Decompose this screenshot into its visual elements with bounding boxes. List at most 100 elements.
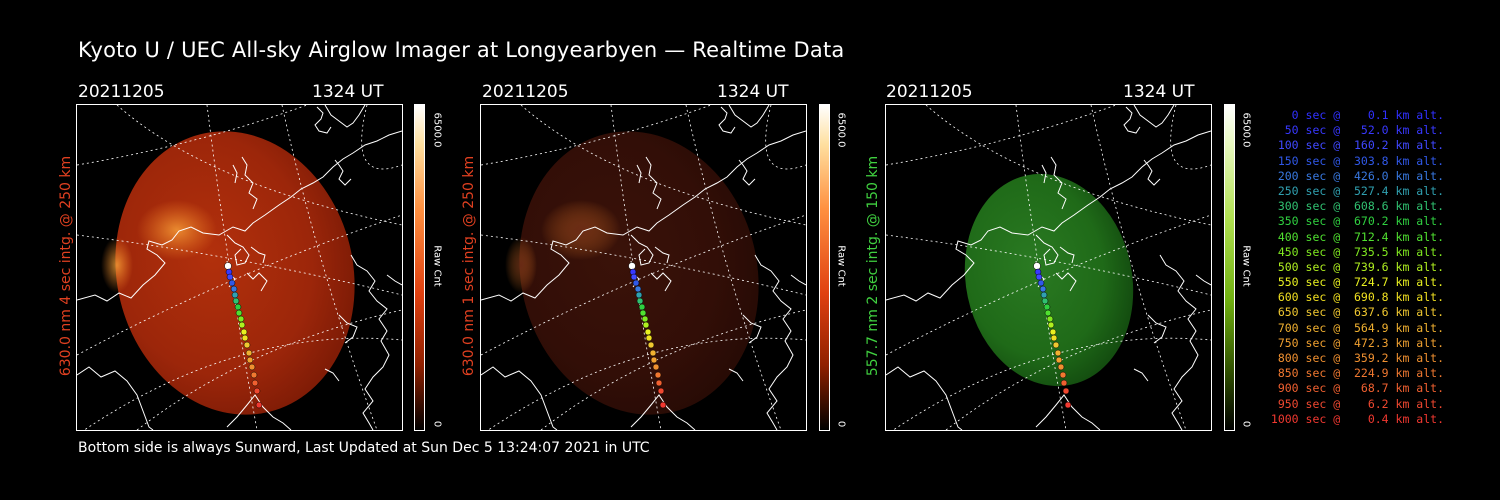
trajectory-point xyxy=(255,401,263,409)
coastline xyxy=(77,130,402,302)
legend-row: 700 sec @ 564.9 km alt. xyxy=(1270,320,1444,335)
trajectory-point xyxy=(657,387,665,395)
grid-line xyxy=(361,105,402,170)
coastline xyxy=(250,246,266,264)
legend-row: 850 sec @ 224.9 km alt. xyxy=(1270,366,1444,381)
grid-line xyxy=(765,105,806,170)
grid-line xyxy=(481,105,712,166)
aurora-glow xyxy=(505,237,537,293)
trajectory-point xyxy=(628,262,636,270)
trajectory-point xyxy=(639,309,647,317)
coastline xyxy=(886,366,963,430)
panel-1-colorbar-unit: Raw Cnt xyxy=(431,245,443,287)
trajectory-legend: 0 sec @ 0.1 km alt. 50 sec @ 52.0 km alt… xyxy=(1262,108,1444,427)
coastline xyxy=(1133,105,1175,128)
page-title: Kyoto U / UEC All-sky Airglow Imager at … xyxy=(78,38,845,62)
legend-row: 100 sec @ 160.2 km alt. xyxy=(1270,138,1444,153)
trajectory-point xyxy=(1040,291,1048,299)
coastline xyxy=(77,366,154,430)
trajectory-point xyxy=(251,379,259,387)
coastline xyxy=(790,274,806,286)
panel-2-time: 1324 UT xyxy=(717,82,789,102)
trajectory-point xyxy=(636,297,644,305)
trajectory-point xyxy=(642,321,650,329)
trajectory-point xyxy=(1044,309,1052,317)
sky-image-field xyxy=(964,173,1134,387)
coastline xyxy=(645,156,662,210)
trajectory-point xyxy=(228,279,236,287)
grid-line xyxy=(886,214,1211,356)
grid-line xyxy=(945,309,1211,430)
trajectory-point xyxy=(1046,315,1054,323)
legend-row: 550 sec @ 724.7 km alt. xyxy=(1270,275,1444,290)
aurora-glow xyxy=(541,200,621,260)
trajectory-point xyxy=(1039,285,1047,293)
grid-line xyxy=(487,337,806,430)
trajectory-point xyxy=(245,349,253,357)
grid-line xyxy=(116,105,402,226)
panel-2-date: 20211205 xyxy=(482,82,569,102)
panel-3-channel-label: 557.7 nm 2 sec intg. @ 150 km xyxy=(865,155,881,377)
trajectory-point xyxy=(238,321,246,329)
trajectory-point xyxy=(634,285,642,293)
panel-3-time: 1324 UT xyxy=(1123,82,1195,102)
trajectory-point xyxy=(655,379,663,387)
airglow-map xyxy=(77,105,402,430)
grid-line xyxy=(886,234,1211,296)
trajectory-point xyxy=(241,334,249,342)
trajectory-point xyxy=(1049,328,1057,336)
grid-line xyxy=(886,105,1117,166)
trajectory-point xyxy=(1059,371,1067,379)
grid-line xyxy=(1170,105,1211,170)
coastline xyxy=(232,164,238,184)
grid-line xyxy=(77,105,308,166)
coastline xyxy=(481,130,806,302)
legend-row: 450 sec @ 735.5 km alt. xyxy=(1270,244,1444,259)
coastline xyxy=(1059,246,1075,264)
coastline xyxy=(630,394,696,430)
coastline xyxy=(1050,156,1067,210)
panel-3-colorbar-max: 6500.0 xyxy=(1240,112,1252,148)
grid-line xyxy=(481,234,806,296)
coastline xyxy=(1035,234,1059,266)
trajectory-point xyxy=(1054,349,1062,357)
trajectory-point xyxy=(635,291,643,299)
panel-3-colorbar-unit: Raw Cnt xyxy=(1240,245,1252,287)
legend-row: 50 sec @ 52.0 km alt. xyxy=(1270,123,1444,138)
trajectory-point xyxy=(237,315,245,323)
trajectory-point xyxy=(224,262,232,270)
trajectory-point xyxy=(1057,363,1065,371)
panel-2-image xyxy=(480,104,807,431)
coastline xyxy=(1035,394,1101,430)
coastline xyxy=(241,156,258,210)
coastline xyxy=(334,159,352,186)
panel-1-channel-label: 630.0 nm 4 sec intg. @ 250 km xyxy=(58,155,74,377)
legend-row: 500 sec @ 739.6 km alt. xyxy=(1270,259,1444,274)
trajectory-point xyxy=(240,328,248,336)
legend-row: 250 sec @ 527.4 km alt. xyxy=(1270,183,1444,198)
panel-2-colorbar-max: 6500.0 xyxy=(835,112,847,148)
coastline xyxy=(1143,159,1161,186)
panel-3-date: 20211205 xyxy=(886,82,973,102)
legend-row: 400 sec @ 712.4 km alt. xyxy=(1270,229,1444,244)
panel-1-colorbar-max: 6500.0 xyxy=(431,112,443,148)
coastline xyxy=(481,366,558,430)
panel-3-colorbar xyxy=(1224,104,1235,431)
trajectory-point xyxy=(630,273,638,281)
trajectory-point xyxy=(1033,262,1041,270)
panel-2-colorbar xyxy=(819,104,830,431)
legend-row: 0 sec @ 0.1 km alt. xyxy=(1270,108,1444,122)
panel-1-image xyxy=(76,104,403,431)
trajectory-point xyxy=(248,363,256,371)
coastline xyxy=(1123,106,1141,134)
grid-line xyxy=(77,214,402,356)
coastline xyxy=(1041,164,1047,184)
legend-row: 950 sec @ 6.2 km alt. xyxy=(1270,396,1444,411)
coastline xyxy=(324,105,366,128)
coastline xyxy=(728,368,744,382)
grid-line xyxy=(281,105,378,430)
grid-line xyxy=(83,337,402,430)
panel-1-date: 20211205 xyxy=(78,82,165,102)
legend-row: 350 sec @ 670.2 km alt. xyxy=(1270,214,1444,229)
trajectory-point xyxy=(226,273,234,281)
